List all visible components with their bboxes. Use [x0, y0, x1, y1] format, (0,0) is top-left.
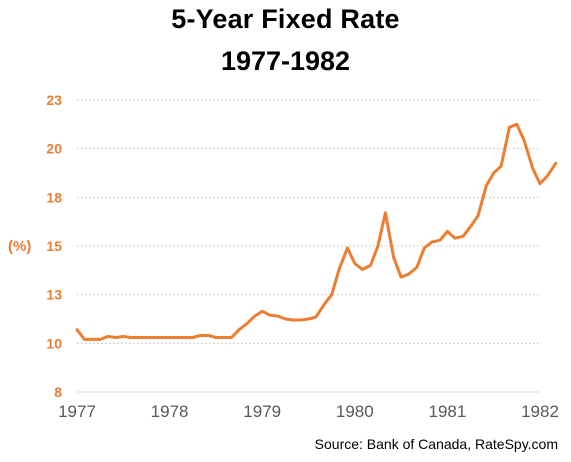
data-point	[99, 338, 102, 341]
data-point	[245, 322, 248, 325]
y-tick-label: 10	[46, 335, 62, 351]
chart-title: 5-Year Fixed Rate	[171, 4, 400, 34]
data-point	[446, 230, 449, 233]
data-point	[453, 237, 456, 240]
gridlines	[77, 99, 540, 344]
data-point	[106, 335, 109, 338]
chart-subtitle: 1977-1982	[220, 46, 351, 76]
y-tick-label: 13	[46, 287, 62, 303]
data-point	[238, 328, 241, 331]
data-point	[500, 165, 503, 168]
data-point	[199, 334, 202, 337]
data-point	[384, 211, 387, 214]
data-point	[469, 225, 472, 228]
data-point	[152, 336, 155, 339]
data-point	[307, 318, 310, 321]
x-tick-label: 1979	[243, 402, 281, 421]
y-tick-label: 20	[46, 141, 62, 157]
data-point	[546, 174, 549, 177]
x-tick-label: 1978	[151, 402, 189, 421]
data-point	[353, 262, 356, 265]
data-point	[176, 336, 179, 339]
data-point	[268, 314, 271, 317]
data-point	[462, 235, 465, 238]
y-tick-label: 8	[54, 384, 62, 400]
data-point	[261, 310, 264, 313]
data-point	[330, 293, 333, 296]
data-point	[376, 245, 379, 248]
data-point	[477, 214, 480, 217]
data-point	[300, 319, 303, 322]
data-point	[253, 315, 256, 318]
data-point	[276, 315, 279, 318]
data-point	[184, 336, 187, 339]
data-point	[400, 276, 403, 279]
x-tick-label: 1981	[428, 402, 466, 421]
series-line	[75, 122, 558, 341]
data-point	[323, 303, 326, 306]
data-point	[523, 139, 526, 142]
data-point	[129, 336, 132, 339]
source-note: Source: Bank of Canada, RateSpy.com	[314, 436, 558, 452]
data-point	[214, 336, 217, 339]
x-axis-ticks: 1977 1978 1979 1980 1981 1982	[58, 391, 559, 421]
data-point	[76, 328, 79, 331]
series-layer	[75, 122, 558, 341]
data-points	[76, 123, 558, 341]
data-point	[291, 319, 294, 322]
data-point	[138, 336, 141, 339]
data-point	[554, 162, 557, 165]
data-point	[145, 336, 148, 339]
data-point	[415, 266, 418, 269]
data-point	[161, 336, 164, 339]
data-point	[191, 336, 194, 339]
data-point	[207, 334, 210, 337]
data-point	[369, 264, 372, 267]
data-point	[83, 338, 86, 341]
x-tick-label: 1980	[336, 402, 374, 421]
y-axis-label: (%)	[8, 238, 31, 255]
data-point	[392, 256, 395, 259]
data-point	[439, 239, 442, 242]
data-point	[114, 336, 117, 339]
data-point	[122, 335, 125, 338]
data-point	[430, 241, 433, 244]
data-point	[222, 336, 225, 339]
data-point	[91, 338, 94, 341]
data-point	[407, 273, 410, 276]
data-point	[485, 184, 488, 187]
data-point	[230, 336, 233, 339]
data-point	[361, 268, 364, 271]
data-point	[423, 246, 426, 249]
data-point	[338, 268, 341, 271]
y-tick-label: 15	[46, 238, 62, 254]
data-point	[508, 126, 511, 129]
data-point	[539, 182, 542, 185]
y-axis-ticks: 23 20 18 15 13 10 8	[46, 92, 62, 400]
y-tick-label: 18	[46, 189, 62, 205]
data-point	[168, 336, 171, 339]
data-point	[515, 123, 518, 126]
data-point	[492, 172, 495, 175]
data-point	[531, 167, 534, 170]
y-tick-label: 23	[46, 92, 62, 108]
x-tick-label: 1982	[521, 402, 559, 421]
x-tick-label: 1977	[58, 402, 96, 421]
data-point	[284, 318, 287, 321]
data-point	[346, 246, 349, 249]
data-point	[314, 316, 317, 319]
